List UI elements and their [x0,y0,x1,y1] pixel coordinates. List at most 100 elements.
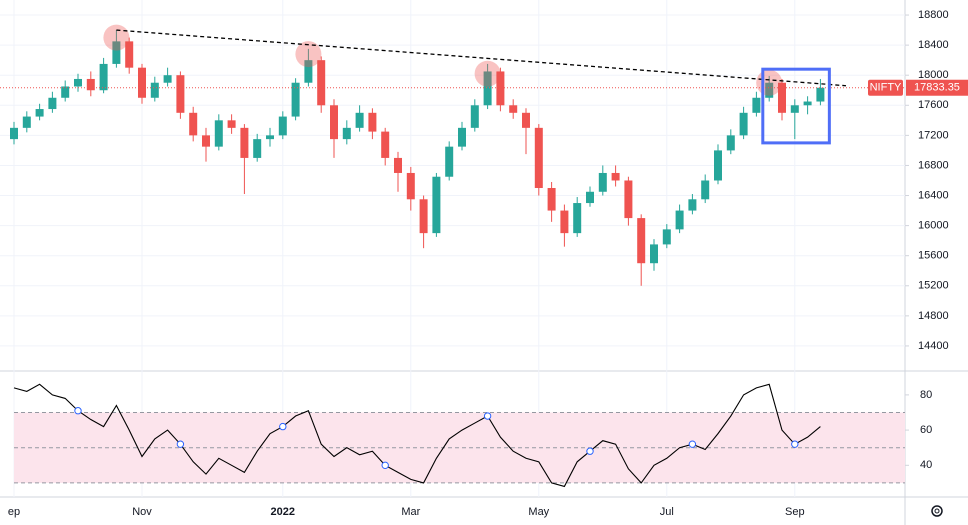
last-price-label: 17833.35 [914,82,960,94]
candle-body [739,112,748,136]
candle-body [214,120,223,147]
candle-body [445,146,454,177]
candle-body [99,63,108,91]
y-tick-label: 17600 [918,99,949,111]
peak-highlight [474,60,501,87]
candle-body [650,244,658,264]
candle-body [74,78,82,87]
candle-body [803,101,812,106]
settings-icon[interactable] [931,505,943,517]
candle-body [458,127,466,147]
candle-body [816,87,825,102]
candle-body [253,139,262,158]
candle-body [765,82,774,98]
candle-body [22,116,31,128]
candle-body [266,135,274,140]
x-tick-label: 2022 [271,506,295,518]
candle-body [432,176,441,234]
rsi-marker [586,447,594,455]
candle-body [48,97,57,110]
candle-body [688,199,697,211]
candle-body [470,105,479,128]
y-tick-label: 18400 [918,39,949,51]
peak-highlight [295,41,322,68]
candle-body [112,41,121,64]
rsi-marker [279,422,287,431]
series-name: NIFTY [870,82,902,94]
candle-body [317,60,326,106]
rsi-marker [74,407,82,415]
rsi-marker [688,440,697,448]
candle-body [240,127,249,158]
candle-body [419,199,428,234]
candle-body [522,112,530,128]
x-tick-label: May [528,506,549,518]
candle-body [35,109,44,117]
candle-body [598,172,607,192]
candle-body [368,112,377,132]
series-name-tag [868,79,903,96]
y-tick-label: 14400 [918,340,949,352]
rsi-marker [381,461,389,470]
candle-body [778,82,786,113]
candle-body [330,105,338,140]
highlight-box [761,67,831,145]
y-tick-label: 16400 [918,189,949,201]
trendline [116,29,847,87]
y-tick-label: 15200 [918,280,949,292]
candle-body [790,105,799,113]
rsi-y-tick-label: 40 [920,459,932,471]
candle-body [496,71,505,106]
last-price-tag [906,79,968,96]
candle-body [547,188,556,211]
candle-body [560,210,569,234]
candle-body [291,82,300,117]
y-tick-label: 16800 [918,159,949,171]
settings-gear[interactable] [931,505,943,517]
candle-body [752,97,761,113]
candle-body [406,172,415,200]
rsi-y-tick-label: 80 [920,389,932,401]
candle-body [483,71,492,106]
candle-body [10,127,18,140]
x-tick-label: Nov [132,506,152,518]
y-tick-label: 18800 [918,9,949,21]
candle-body [202,135,210,147]
candle-body [138,67,146,98]
candle-body [125,41,134,68]
candle-body [150,82,159,98]
settings-gear-center[interactable] [934,508,940,514]
candle-body [278,116,287,136]
candle-body [86,78,95,91]
candle-body [189,112,198,136]
x-tick-label: Jul [660,506,674,518]
candle-body [381,131,390,158]
candle-body [355,112,364,128]
y-tick-label: 18000 [918,69,949,81]
rsi-marker [176,440,185,448]
candle-body [726,135,735,151]
candle-body [534,127,543,189]
candle-body [675,210,684,230]
x-tick-label: Sep [785,506,805,518]
candle-body [701,180,710,200]
candle-body [714,150,722,181]
rsi-y-tick-label: 60 [920,424,932,436]
candle-body [637,218,646,264]
candle-body [624,180,633,219]
candle-body [586,191,594,204]
y-tick-label: 15600 [918,250,949,262]
rsi-marker [483,412,492,420]
candle-body [611,172,620,181]
y-tick-label: 14800 [918,310,949,322]
peak-highlight [103,24,130,51]
candle-body [573,203,582,234]
candle-body [176,75,185,113]
y-tick-label: 17200 [918,129,949,141]
peak-highlight [756,69,783,96]
candle-body [509,105,518,113]
x-tick-label: ep [8,506,20,518]
rsi-marker [791,440,799,448]
candle-body [342,127,351,140]
